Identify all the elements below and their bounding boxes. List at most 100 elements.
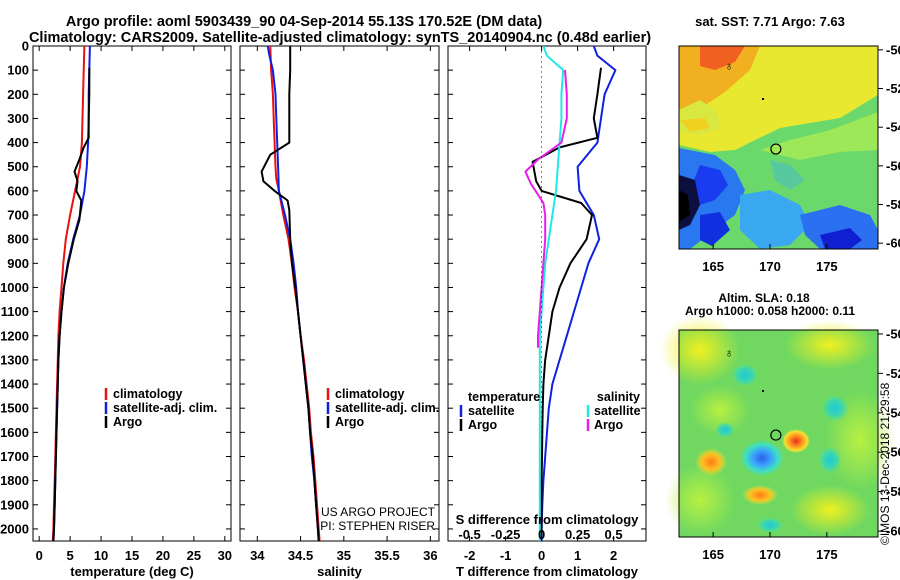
x-tick-label: 10 (94, 548, 108, 563)
inner-x-tick-label: -0.25 (491, 527, 521, 542)
sst-map-axes: 165 170 175 -50 -52 -54 -56 -58 -60 ♁ (702, 42, 900, 274)
y-tick-label: 1500 (0, 401, 29, 416)
x-tick-label: 15 (125, 548, 139, 563)
map-x-tick-label: 175 (816, 259, 838, 274)
series-group (51, 46, 91, 541)
argo-position-marker (770, 429, 782, 441)
sst-map (678, 45, 879, 250)
difference-panel: -2 -1 0 1 2T difference from climatology -0.5… (447, 45, 647, 579)
inner-x-tick-label: 0.25 (565, 527, 590, 542)
series-group (260, 46, 321, 541)
y-tick-label: 2000 (0, 521, 29, 536)
credit-line1: US ARGO PROJECT (321, 505, 436, 519)
map-y-tick-label: -50 (886, 326, 900, 341)
imos-stamp: ©IMOS 13-Dec-2018 21:29:58 (878, 382, 892, 545)
plot-frame (447, 45, 647, 542)
map-y-tick-label: -50 (886, 42, 900, 57)
sst-map-title: sat. SST: 7.71 Argo: 7.63 (695, 14, 845, 29)
island-mark: ♁ (725, 59, 734, 73)
map-y-tick-label: -52 (886, 81, 900, 96)
series-line-t-argo (531, 67, 602, 541)
map-y-tick-label: -60 (886, 236, 900, 251)
series-line-s-satellite (538, 46, 565, 541)
legend-label: Argo (594, 418, 624, 432)
plot-frame (32, 45, 232, 542)
map-x-tick-label: 170 (759, 547, 781, 562)
map-y-tick-label: -58 (886, 197, 900, 212)
x-tick-label: -2 (464, 548, 476, 563)
x-tick-label: 30 (218, 548, 232, 563)
y-tick-label: 1800 (0, 473, 29, 488)
legend-title-salinity: salinity (597, 390, 640, 404)
legend-label: Argo (335, 415, 365, 429)
x-tick-label: 5 (67, 548, 74, 563)
x-axis-label: T difference from climatology (456, 564, 639, 579)
temperature-panel: 0 5 10 15 20 25 300100200300400500600700800900… (0, 39, 232, 580)
y-tick-label: 400 (7, 135, 29, 150)
y-tick-label: 500 (7, 159, 29, 174)
y-tick-label: 0 (22, 39, 29, 54)
legend-label: satellite-adj. clim. (113, 401, 217, 415)
series-line-s-argo (524, 70, 568, 348)
island-mark: ♁ (725, 346, 734, 360)
x-tick-label: 34 (250, 548, 265, 563)
argo-position-marker (770, 143, 782, 155)
salinity-panel: 34 34.5 35 35.5 36 salinity climatologysatelli… (239, 45, 440, 579)
y-tick-label: 1600 (0, 425, 29, 440)
series-group (524, 46, 617, 541)
y-tick-label: 1300 (0, 352, 29, 367)
sla-map-title1: Altim. SLA: 0.18 (718, 291, 810, 305)
inner-x-tick-label: 0 (538, 527, 545, 542)
x-tick-label: 25 (187, 548, 201, 563)
y-tick-label: 200 (7, 87, 29, 102)
map-x-tick-label: 165 (702, 547, 724, 562)
x-axis-label: salinity (317, 564, 363, 579)
x-tick-label: 1 (574, 548, 581, 563)
x-tick-label: 2 (610, 548, 617, 563)
map-x-tick-label: 175 (816, 547, 838, 562)
island-dot (762, 98, 764, 100)
legend-label: climatology (113, 387, 183, 401)
legend-title-temperature: temperature (468, 390, 540, 404)
legend-label: satellite-adj. clim. (335, 401, 439, 415)
legend-label: Argo (113, 415, 143, 429)
inner-x-tick-label: 0.5 (605, 527, 623, 542)
y-tick-label: 1400 (0, 377, 29, 392)
map-x-tick-label: 170 (759, 259, 781, 274)
y-tick-label: 1200 (0, 328, 29, 343)
y-tick-label: 1900 (0, 497, 29, 512)
map-y-tick-label: -54 (886, 120, 900, 135)
y-tick-label: 1000 (0, 280, 29, 295)
y-tick-label: 800 (7, 232, 29, 247)
y-tick-label: 1700 (0, 449, 29, 464)
map-x-tick-label: 165 (702, 259, 724, 274)
plot-frame (239, 45, 440, 542)
y-tick-label: 700 (7, 208, 29, 223)
legend-label: satellite (594, 404, 641, 418)
series-line-argo (260, 46, 320, 541)
series-line-t-satellite (540, 46, 617, 541)
sla-map (660, 315, 895, 538)
inner-x-axis-label: S difference from climatology (456, 512, 640, 527)
x-tick-label: 0 (538, 548, 545, 563)
x-tick-label: 0 (36, 548, 43, 563)
x-axis-label: temperature (deg C) (70, 564, 194, 579)
x-tick-label: 35.5 (374, 548, 399, 563)
sla-map-axes: 165 170 175 -50 -52 -54 -56 -58 -60 ♁ (702, 326, 900, 562)
y-tick-label: 300 (7, 111, 29, 126)
legend-label: climatology (335, 387, 405, 401)
y-tick-label: 100 (7, 63, 29, 78)
y-tick-label: 1100 (1, 304, 29, 319)
legend-label: satellite (468, 404, 515, 418)
map-y-tick-label: -60 (886, 524, 900, 539)
figure-title-line1: Argo profile: aoml 5903439_90 04-Sep-201… (66, 14, 542, 30)
sla-map-title2: Argo h1000: 0.058 h2000: 0.11 (685, 304, 855, 318)
map-y-tick-label: -54 (886, 405, 900, 420)
figure-title-line2: Climatology: CARS2009. Satellite-adjuste… (29, 30, 651, 46)
map-y-tick-label: -52 (886, 366, 900, 381)
map-y-tick-label: -56 (886, 445, 900, 460)
x-tick-label: 36 (423, 548, 437, 563)
map-y-tick-label: -56 (886, 158, 900, 173)
y-tick-label: 600 (7, 183, 29, 198)
island-dot (762, 390, 764, 392)
